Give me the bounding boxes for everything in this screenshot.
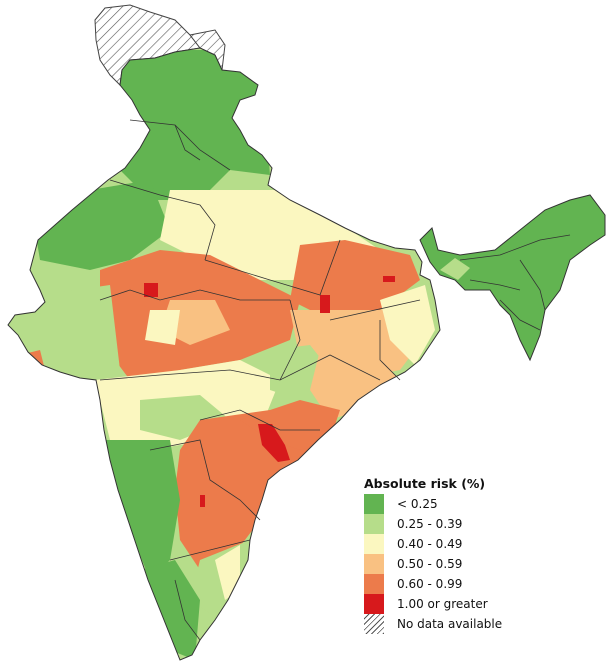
legend-label: < 0.25 xyxy=(397,497,438,511)
legend-label: 0.60 - 0.99 xyxy=(397,577,463,591)
north-east-region xyxy=(419,194,606,362)
legend-item-050-059: 0.50 - 0.59 xyxy=(364,554,524,574)
legend: Absolute risk (%) < 0.25 0.25 - 0.39 0.4… xyxy=(364,476,524,634)
legend-label: 0.50 - 0.59 xyxy=(397,557,463,571)
legend-item-060-099: 0.60 - 0.99 xyxy=(364,574,524,594)
legend-label: No data available xyxy=(397,617,503,631)
legend-label: 0.25 - 0.39 xyxy=(397,517,463,531)
legend-item-no-data: No data available xyxy=(364,614,524,634)
legend-swatch xyxy=(364,574,384,594)
legend-swatch xyxy=(364,594,384,614)
legend-label: 1.00 or greater xyxy=(397,597,488,611)
legend-swatch xyxy=(364,514,384,534)
legend-swatch xyxy=(364,534,384,554)
legend-item-lt-025: < 0.25 xyxy=(364,494,524,514)
legend-label: 0.40 - 0.49 xyxy=(397,537,463,551)
legend-swatch xyxy=(364,554,384,574)
legend-item-040-049: 0.40 - 0.49 xyxy=(364,534,524,554)
legend-item-025-039: 0.25 - 0.39 xyxy=(364,514,524,534)
hatch-swatch-icon xyxy=(364,614,384,634)
legend-swatch xyxy=(364,494,384,514)
legend-title: Absolute risk (%) xyxy=(364,476,486,491)
legend-item-ge-100: 1.00 or greater xyxy=(364,594,524,614)
